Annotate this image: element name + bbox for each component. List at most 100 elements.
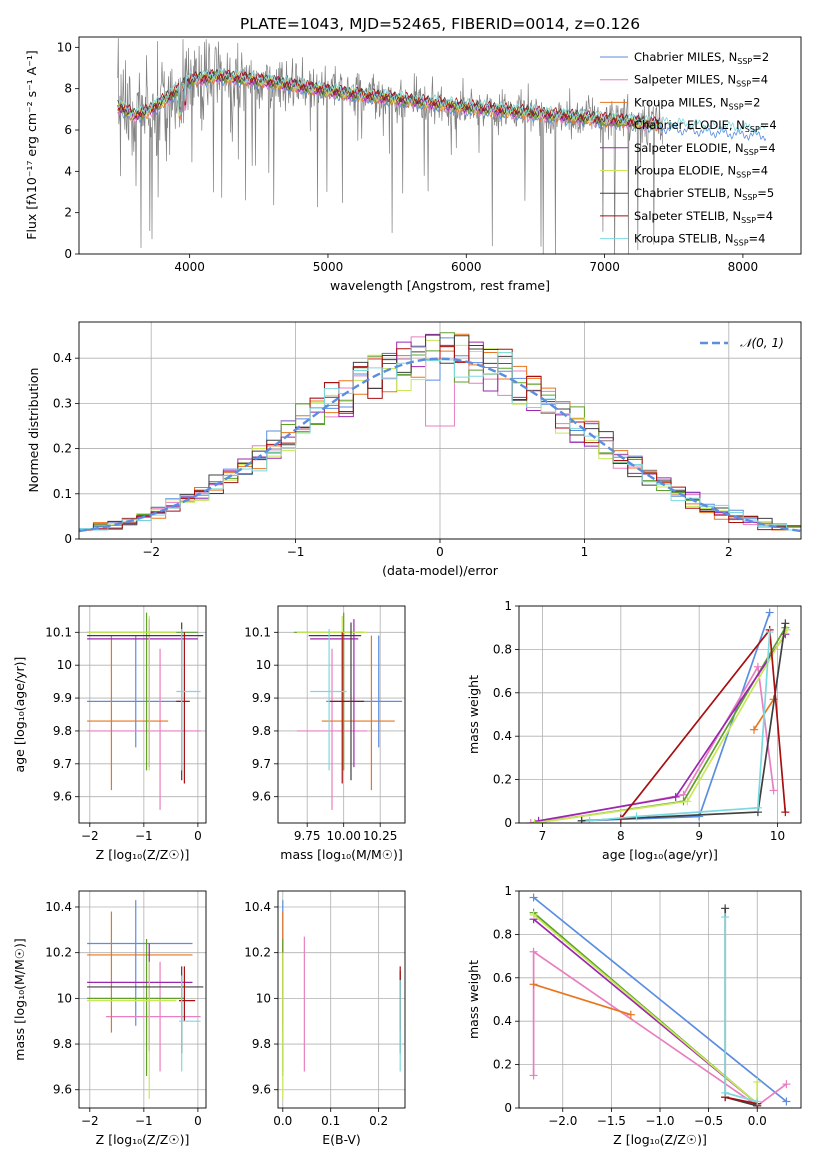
legend-label: Chabrier MILES, NSSP=2 bbox=[634, 50, 769, 66]
errorbar-kroupa-stelib bbox=[178, 975, 201, 1072]
x-tick-label: 0.0 bbox=[273, 1114, 292, 1128]
y-tick-label: 9.6 bbox=[53, 790, 72, 804]
x-tick-label: −0.5 bbox=[694, 1114, 723, 1128]
plot-area-mass_vs_Z bbox=[87, 900, 204, 1099]
y-tick-label: 0.6 bbox=[493, 686, 512, 700]
y-tick-label: 10 bbox=[57, 658, 72, 672]
legend-label: 𝒩(0, 1) bbox=[740, 336, 784, 350]
x-tick-label: 7000 bbox=[589, 260, 620, 274]
legend-label: Salpeter STELIB, NSSP=4 bbox=[634, 209, 773, 225]
x-tick-label: 10 bbox=[770, 829, 785, 843]
errorbar-salpeter-elodie bbox=[87, 943, 193, 1051]
errorbar-salpeter-elodie bbox=[310, 619, 359, 768]
y-tick-label: 9.8 bbox=[53, 724, 72, 738]
model-line-chabrier-stelib bbox=[117, 69, 660, 129]
errorbar-salpeter-stelib bbox=[176, 632, 190, 784]
x-tick-label: −1 bbox=[287, 545, 305, 559]
model-line-kroupa-stelib bbox=[117, 67, 767, 135]
x-tick-label: 0.0 bbox=[748, 1114, 767, 1128]
y-tick-label: 10.1 bbox=[244, 625, 271, 639]
series-salpeter-miles bbox=[526, 662, 778, 823]
y-tick-label: 0.2 bbox=[493, 773, 512, 787]
x-tick-label: 0.1 bbox=[321, 1114, 340, 1128]
errorbar-kroupa-miles bbox=[87, 635, 169, 791]
series-kroupa-miles bbox=[529, 980, 635, 1019]
errorbar-chabrier-stelib bbox=[87, 966, 204, 1054]
series-line bbox=[533, 983, 632, 1016]
y-tick-label: 10 bbox=[256, 658, 271, 672]
x-tick-label: 9.75 bbox=[294, 829, 321, 843]
y-tick-label: 1 bbox=[504, 599, 512, 613]
x-tick-label: −2 bbox=[81, 1114, 99, 1128]
legend-label: Kroupa ELODIE, NSSP=4 bbox=[634, 164, 768, 180]
panel-weight_vs_Z: −2.0 −1.5 −1.0 −0.5 0.0 0 0.2 0.4 0.6 0.8 1 Z [log₁… bbox=[466, 884, 802, 1147]
y-axis-label: mass weight bbox=[466, 675, 481, 754]
series-line bbox=[538, 633, 787, 822]
y-tick-label: 10 bbox=[256, 991, 271, 1005]
y-tick-label: 6 bbox=[64, 123, 72, 137]
y-tick-label: 0.4 bbox=[493, 1014, 512, 1028]
y-tick-label: 0.3 bbox=[53, 396, 72, 410]
series-line bbox=[589, 631, 771, 822]
y-tick-label: 0.4 bbox=[493, 729, 512, 743]
histogram-kroupa-stelib bbox=[79, 346, 801, 531]
y-tick-label: 10.4 bbox=[45, 900, 72, 914]
panel-mass_vs_EBV: 0.0 0.1 0.2 9.6 9.8 10 10.2 10.4 E(B-V) bbox=[244, 890, 406, 1147]
x-tick-label: 1 bbox=[581, 545, 589, 559]
y-tick-label: 0 bbox=[64, 532, 72, 546]
legend-label: Salpeter MILES, NSSP=4 bbox=[634, 73, 768, 89]
y-tick-label: 9.6 bbox=[252, 1083, 271, 1097]
series-line bbox=[725, 1096, 758, 1105]
errorbar-salpeter-miles bbox=[106, 961, 201, 1072]
panel-mass_vs_Z: −2 −1 0 9.6 9.8 10 10.2 10.4 Z [log₁₀(Z/Z☉)] mass… bbox=[12, 890, 207, 1147]
series-chabrier-miles bbox=[577, 608, 774, 823]
series-kroupa-elodie bbox=[529, 910, 762, 1108]
errorbar-kroupa-elodie bbox=[87, 615, 177, 771]
series-kroupa-stelib bbox=[585, 628, 774, 823]
y-tick-label: 10 bbox=[57, 40, 72, 54]
legend-label: Salpeter ELODIE, NSSP=4 bbox=[634, 141, 776, 157]
gaussian-curve bbox=[79, 357, 801, 533]
y-tick-label: 10.2 bbox=[45, 946, 72, 960]
x-axis-label: E(B-V) bbox=[322, 1132, 361, 1147]
y-tick-label: 0.6 bbox=[493, 971, 512, 985]
axes-frame bbox=[518, 605, 802, 824]
x-tick-label: 0 bbox=[436, 545, 444, 559]
y-tick-label: 0.8 bbox=[493, 642, 512, 656]
model-line-chabrier-elodie bbox=[117, 70, 660, 131]
y-axis-label: Normed distribution bbox=[26, 368, 41, 493]
panel-age_vs_mass: 9.75 10.00 10.25 9.6 9.7 9.8 9.9 10 10.1 mass [lo… bbox=[244, 605, 406, 862]
legend-label: Kroupa MILES, NSSP=2 bbox=[634, 95, 760, 111]
y-tick-label: 1 bbox=[504, 884, 512, 898]
y-tick-label: 9.6 bbox=[252, 790, 271, 804]
series-line bbox=[533, 896, 787, 1103]
y-tick-label: 9.9 bbox=[252, 691, 271, 705]
y-tick-label: 0.2 bbox=[493, 1058, 512, 1072]
errorbar-kroupa-elodie bbox=[87, 961, 177, 1099]
y-axis-label: mass [log₁₀(M/M☉)] bbox=[12, 938, 27, 1060]
figure-title: PLATE=1043, MJD=52465, FIBERID=0014, z=0… bbox=[240, 15, 640, 33]
y-tick-label: 9.8 bbox=[53, 1037, 72, 1051]
plot-area-weight_vs_age bbox=[526, 608, 791, 823]
y-tick-label: 0 bbox=[64, 247, 72, 261]
y-tick-label: 9.8 bbox=[252, 1037, 271, 1051]
plot-area-mass_vs_EBV bbox=[282, 900, 401, 1099]
y-tick-label: 0.4 bbox=[53, 351, 72, 365]
x-tick-label: −1.0 bbox=[645, 1114, 674, 1128]
y-tick-label: 0.2 bbox=[53, 442, 72, 456]
axes-frame bbox=[78, 605, 207, 824]
errorbar-salpeter-miles bbox=[296, 648, 368, 810]
x-tick-label: 0.2 bbox=[369, 1114, 388, 1128]
panel-weight_vs_age: 7 8 9 10 0 0.2 0.4 0.6 0.8 1 age [log₁₀(age/yr)] ma… bbox=[466, 599, 802, 862]
y-tick-label: 10.1 bbox=[45, 625, 72, 639]
series-line bbox=[530, 664, 775, 823]
errorbar-kroupa-miles bbox=[87, 911, 193, 1033]
x-axis-label: Z [log₁₀(Z/Z☉)] bbox=[96, 1132, 190, 1147]
y-tick-label: 9.7 bbox=[53, 757, 72, 771]
plot-area-residuals bbox=[79, 332, 801, 533]
y-axis-label: age [log₁₀(age/yr)] bbox=[12, 657, 27, 773]
panel-spectrum: 4000 5000 6000 7000 8000 0 2 4 6 8 10 wavelength [A… bbox=[24, 36, 802, 293]
series-line bbox=[532, 950, 787, 1107]
y-tick-label: 9.6 bbox=[53, 1083, 72, 1097]
